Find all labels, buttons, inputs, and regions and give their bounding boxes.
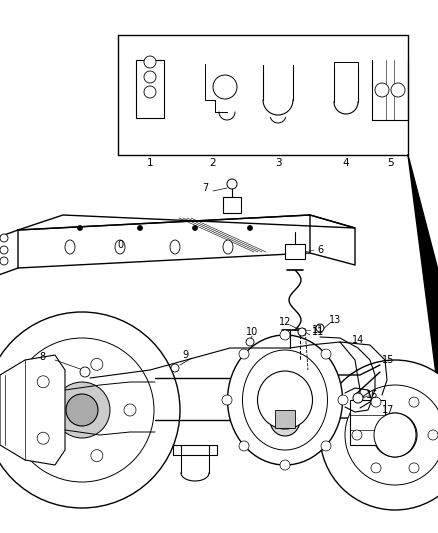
Circle shape bbox=[428, 430, 438, 440]
Circle shape bbox=[192, 225, 198, 230]
Circle shape bbox=[91, 358, 103, 370]
Circle shape bbox=[345, 385, 438, 485]
Circle shape bbox=[371, 463, 381, 473]
Circle shape bbox=[0, 257, 8, 265]
Circle shape bbox=[371, 397, 381, 407]
Circle shape bbox=[239, 349, 249, 359]
Text: 13: 13 bbox=[329, 315, 341, 325]
Bar bbox=[223, 197, 241, 213]
Text: 12: 12 bbox=[279, 317, 291, 327]
Text: 0: 0 bbox=[117, 240, 123, 250]
Ellipse shape bbox=[270, 404, 300, 436]
Text: 10: 10 bbox=[246, 327, 258, 337]
Bar bbox=[136, 60, 164, 118]
Ellipse shape bbox=[258, 371, 312, 429]
Circle shape bbox=[144, 56, 156, 68]
Circle shape bbox=[280, 460, 290, 470]
Text: 2: 2 bbox=[210, 158, 216, 168]
Text: 5: 5 bbox=[387, 158, 393, 168]
Circle shape bbox=[409, 397, 419, 407]
Text: 14: 14 bbox=[352, 335, 364, 345]
Bar bbox=[275, 410, 295, 428]
Circle shape bbox=[124, 404, 136, 416]
Circle shape bbox=[144, 86, 156, 98]
Circle shape bbox=[78, 225, 82, 230]
Ellipse shape bbox=[227, 335, 343, 465]
Text: 9: 9 bbox=[182, 350, 188, 360]
Circle shape bbox=[247, 225, 252, 230]
Bar bbox=[285, 244, 305, 259]
Circle shape bbox=[352, 430, 362, 440]
Circle shape bbox=[37, 376, 49, 388]
Circle shape bbox=[373, 413, 417, 457]
Circle shape bbox=[171, 364, 179, 372]
Text: 3: 3 bbox=[275, 158, 281, 168]
Text: 6: 6 bbox=[317, 245, 323, 255]
Circle shape bbox=[409, 463, 419, 473]
Circle shape bbox=[213, 75, 237, 99]
Text: 1: 1 bbox=[147, 158, 153, 168]
Circle shape bbox=[353, 393, 363, 403]
Circle shape bbox=[144, 71, 156, 83]
Text: 15: 15 bbox=[382, 355, 394, 365]
Circle shape bbox=[0, 312, 180, 508]
Ellipse shape bbox=[243, 350, 328, 450]
Bar bbox=[173, 445, 217, 455]
Bar bbox=[350, 400, 385, 445]
Circle shape bbox=[54, 382, 110, 438]
Circle shape bbox=[338, 395, 348, 405]
Ellipse shape bbox=[374, 413, 416, 457]
Circle shape bbox=[222, 395, 232, 405]
Text: 8: 8 bbox=[39, 352, 45, 362]
Text: 11: 11 bbox=[312, 325, 324, 335]
Circle shape bbox=[383, 423, 407, 447]
Text: 11: 11 bbox=[312, 327, 324, 337]
Polygon shape bbox=[0, 355, 65, 465]
Circle shape bbox=[321, 349, 331, 359]
Circle shape bbox=[239, 441, 249, 451]
Circle shape bbox=[227, 179, 237, 189]
Ellipse shape bbox=[115, 240, 125, 254]
Ellipse shape bbox=[65, 240, 75, 254]
Circle shape bbox=[37, 432, 49, 444]
Circle shape bbox=[375, 83, 389, 97]
Ellipse shape bbox=[170, 240, 180, 254]
Text: 17: 17 bbox=[382, 405, 394, 415]
Text: 16: 16 bbox=[366, 390, 378, 400]
Circle shape bbox=[316, 324, 324, 332]
Circle shape bbox=[321, 441, 331, 451]
Circle shape bbox=[280, 330, 290, 340]
Circle shape bbox=[0, 234, 8, 242]
Circle shape bbox=[10, 338, 154, 482]
Text: 7: 7 bbox=[202, 183, 208, 193]
Ellipse shape bbox=[223, 240, 233, 254]
Circle shape bbox=[320, 360, 438, 510]
Circle shape bbox=[298, 328, 306, 336]
Circle shape bbox=[138, 225, 142, 230]
Polygon shape bbox=[408, 155, 438, 390]
Circle shape bbox=[391, 83, 405, 97]
Circle shape bbox=[246, 338, 254, 346]
Circle shape bbox=[0, 246, 8, 254]
Circle shape bbox=[66, 394, 98, 426]
Circle shape bbox=[91, 450, 103, 462]
Text: 4: 4 bbox=[343, 158, 350, 168]
Circle shape bbox=[80, 367, 90, 377]
